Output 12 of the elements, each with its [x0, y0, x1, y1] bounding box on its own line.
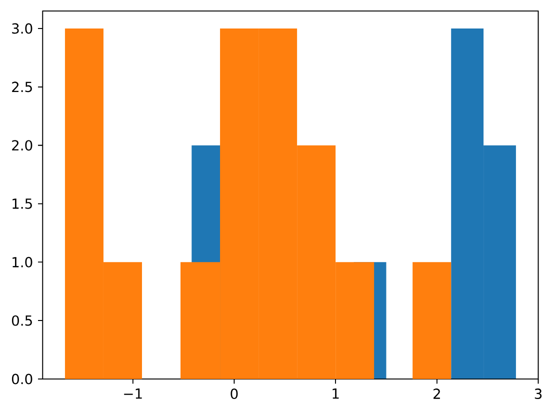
y-tick-label: 2.0: [12, 140, 32, 151]
x-tick-label: 3: [534, 388, 542, 400]
x-tick-label: −1: [124, 388, 142, 399]
x-tick-label: 2: [434, 388, 440, 399]
x-tick-label: 0: [230, 388, 238, 400]
y-tick-label: 3.0: [12, 23, 32, 34]
y-tick-label: 2.5: [12, 82, 32, 92]
y-tick-label: 0.0: [12, 374, 32, 384]
y-tick-label: 1.0: [12, 256, 32, 268]
y-tick-label: 0.5: [12, 315, 32, 326]
x-tick-label: 1: [332, 388, 339, 399]
y-tick-label: 1.5: [12, 198, 32, 209]
